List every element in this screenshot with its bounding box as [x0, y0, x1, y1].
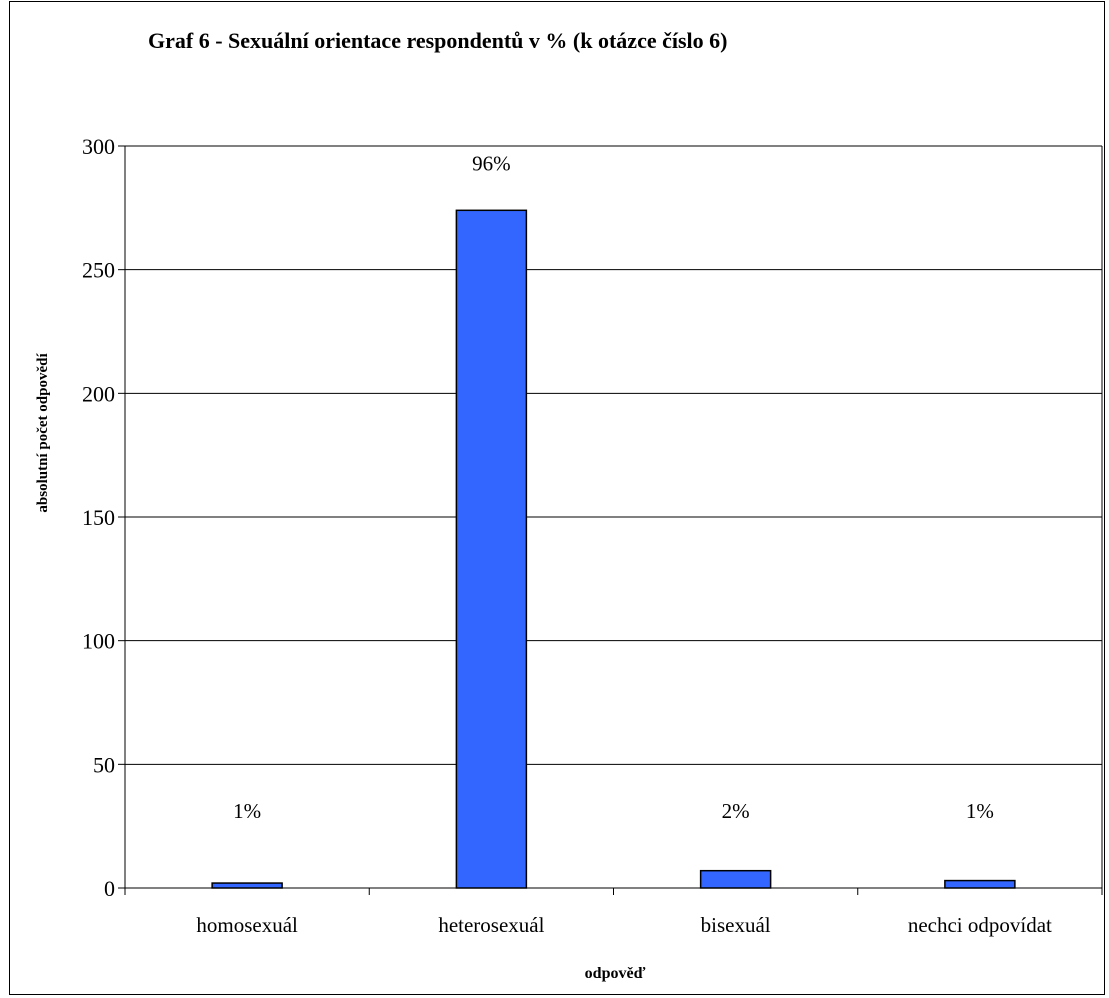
y-axis-label: absolutní počet odpovědí [35, 353, 51, 513]
data-label: 1% [966, 799, 994, 823]
y-tick-label: 300 [82, 134, 115, 159]
y-tick-label: 50 [93, 752, 115, 777]
x-category-label: nechci odpovídat [908, 913, 1052, 937]
chart-frame [9, 1, 1105, 995]
y-tick-label: 250 [82, 258, 115, 283]
chart-title: Graf 6 - Sexuální orientace respondentů … [148, 28, 727, 53]
y-tick-label: 200 [82, 381, 115, 406]
data-labels: 1% 96% 2% 1% [233, 151, 994, 823]
x-category-labels: homosexuál heterosexuál bisexuál nechci odp… [196, 913, 1052, 937]
bar [455, 209, 528, 889]
x-category-label: homosexuál [196, 913, 298, 937]
data-label: 2% [722, 799, 750, 823]
y-tick-label: 100 [82, 629, 115, 654]
bar [944, 879, 1016, 889]
y-tick-label: 150 [82, 505, 115, 530]
bar [211, 882, 283, 889]
axes [118, 145, 1103, 895]
gridlines [125, 145, 1102, 765]
data-label: 1% [233, 799, 261, 823]
x-category-label: bisexuál [701, 913, 771, 937]
x-axis-label: odpověď [585, 965, 646, 982]
y-tick-label: 0 [104, 876, 115, 901]
y-tick-labels: 0 50 100 150 200 250 300 [82, 134, 115, 901]
bar [699, 869, 772, 889]
bars [211, 209, 1016, 889]
data-label: 96% [472, 151, 511, 175]
x-category-label: heterosexuál [438, 913, 544, 937]
